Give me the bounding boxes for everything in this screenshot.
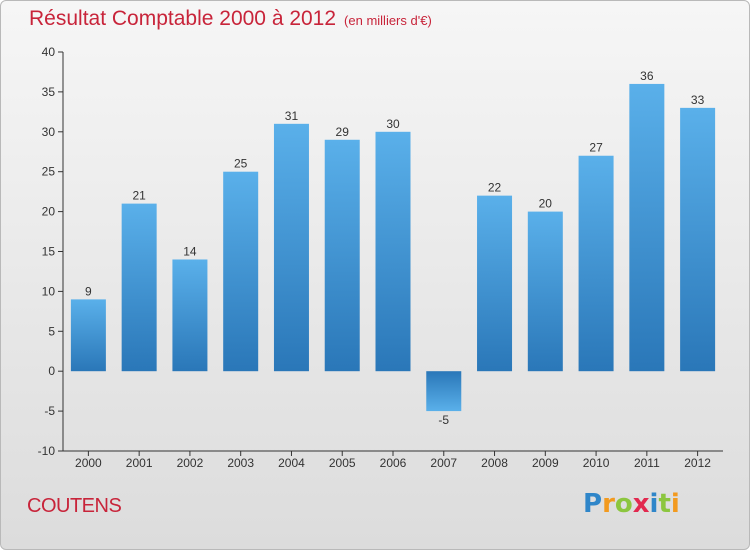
bar <box>324 139 360 372</box>
x-tick-label: 2001 <box>126 456 153 470</box>
x-tick-label: 2010 <box>583 456 610 470</box>
y-tick-label: 35 <box>42 85 56 99</box>
commune-name: COUTENS <box>27 495 122 517</box>
y-tick-label: 15 <box>42 245 56 259</box>
bar <box>223 171 259 372</box>
x-tick-label: 2000 <box>75 456 102 470</box>
data-label: 22 <box>488 181 502 195</box>
logo-letter: i <box>649 489 659 519</box>
y-tick-label: 25 <box>42 165 56 179</box>
x-tick-label: 2003 <box>227 456 254 470</box>
data-label: 30 <box>386 117 400 131</box>
data-label: 27 <box>589 141 603 155</box>
bar <box>680 107 716 372</box>
data-label: 29 <box>336 125 350 139</box>
logo-letter: t <box>658 489 671 519</box>
logo-letter: o <box>614 489 633 519</box>
chart-subtitle: (en milliers d'€) <box>344 13 432 28</box>
data-label: 33 <box>691 93 705 107</box>
x-tick-label: 2011 <box>634 456 660 470</box>
x-tick-label: 2009 <box>532 456 559 470</box>
data-label: 21 <box>132 189 146 203</box>
logo-letter: x <box>632 489 650 519</box>
x-tick-label: 2012 <box>684 456 711 470</box>
data-label: 31 <box>285 109 299 123</box>
y-tick-label: 0 <box>48 364 55 378</box>
bar <box>426 371 462 412</box>
y-tick-label: -10 <box>38 444 56 458</box>
x-tick-label: 2005 <box>329 456 356 470</box>
bar <box>70 299 106 372</box>
bar <box>477 195 513 372</box>
x-tick-label: 2007 <box>430 456 457 470</box>
logo-letter: r <box>602 489 615 519</box>
bar <box>629 83 665 372</box>
data-label: -5 <box>438 413 449 427</box>
bar <box>172 259 208 372</box>
proxiti-logo: Proxiti <box>583 489 680 519</box>
x-tick-label: 2006 <box>380 456 407 470</box>
bar <box>121 203 157 372</box>
bar <box>375 131 411 372</box>
y-tick-label: 20 <box>42 205 56 219</box>
data-label: 9 <box>85 284 92 298</box>
x-tick-label: 2008 <box>481 456 508 470</box>
y-tick-label: 10 <box>42 284 56 298</box>
data-label: 20 <box>539 197 553 211</box>
logo-letter: i <box>670 489 680 519</box>
y-tick-label: 30 <box>42 125 56 139</box>
bar <box>578 155 614 372</box>
bar <box>273 123 309 372</box>
x-tick-label: 2004 <box>278 456 305 470</box>
bar <box>527 211 563 372</box>
data-label: 25 <box>234 157 248 171</box>
y-tick-label: -5 <box>44 404 55 418</box>
chart-title: Résultat Comptable 2000 à 2012 (en millie… <box>29 7 432 30</box>
data-label: 36 <box>640 69 654 83</box>
data-label: 14 <box>183 244 197 258</box>
logo-letter: P <box>583 489 603 519</box>
y-tick-label: 40 <box>42 45 56 59</box>
y-tick-label: 5 <box>48 324 55 338</box>
x-tick-label: 2002 <box>177 456 204 470</box>
